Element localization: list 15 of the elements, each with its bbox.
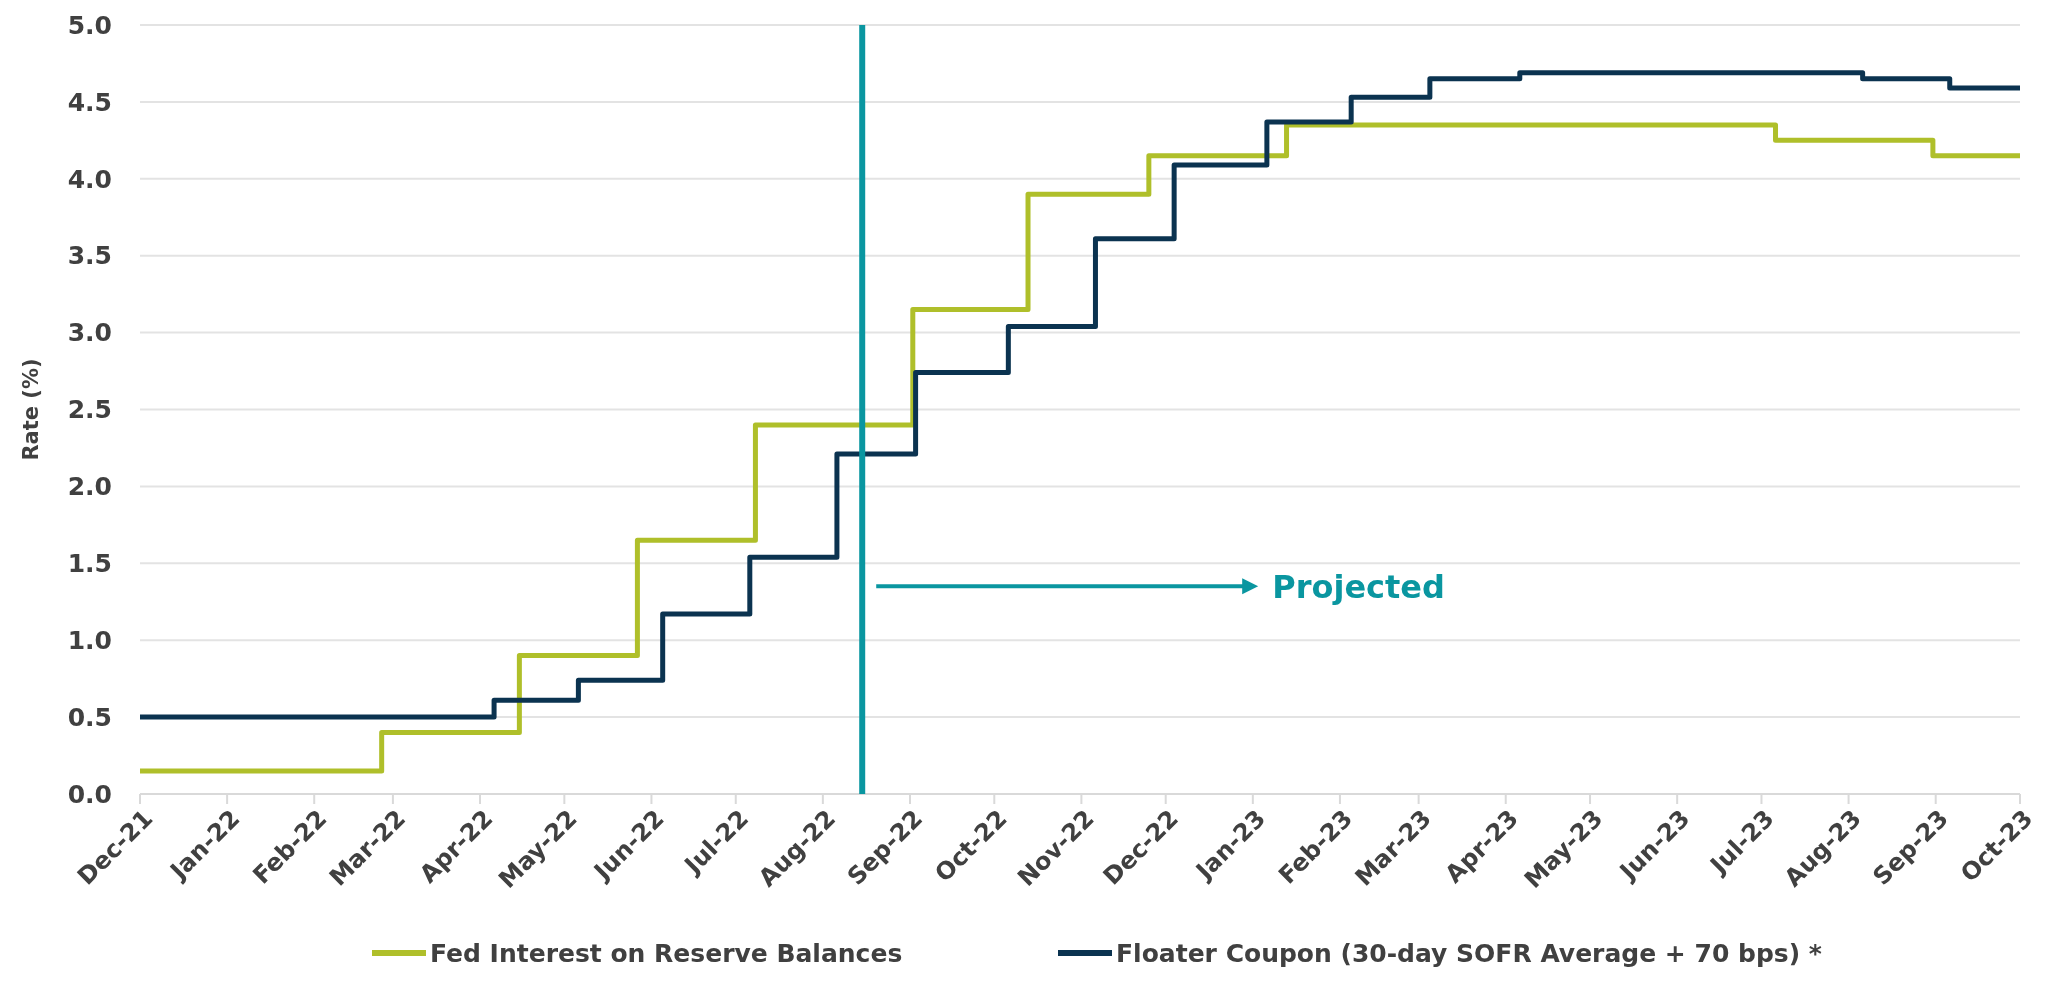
- y-tick-label: 4.5: [67, 87, 112, 117]
- y-tick-label: 2.5: [67, 395, 112, 425]
- y-tick-label: 1.5: [67, 549, 112, 579]
- y-tick-label: 2.0: [67, 472, 112, 502]
- y-tick-label: 0.5: [67, 702, 112, 732]
- y-tick-label: 1.0: [67, 625, 112, 655]
- y-tick-label: 4.0: [67, 164, 112, 194]
- y-tick-label: 3.5: [67, 241, 112, 271]
- y-axis-title: Rate (%): [19, 358, 43, 461]
- y-tick-label: 0.0: [67, 779, 112, 809]
- legend-label: Floater Coupon (30-day SOFR Average + 70 bps) *: [1116, 938, 1822, 968]
- legend-label: Fed Interest on Reserve Balances: [430, 938, 903, 968]
- y-tick-label: 3.0: [67, 318, 112, 348]
- annotation: Projected: [1272, 567, 1445, 606]
- y-tick-label: 5.0: [67, 10, 112, 40]
